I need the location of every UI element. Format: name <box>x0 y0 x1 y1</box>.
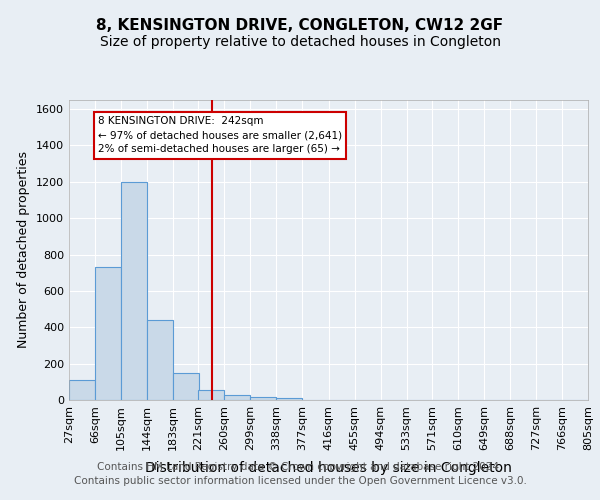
Bar <box>69 380 95 400</box>
Text: Size of property relative to detached houses in Congleton: Size of property relative to detached ho… <box>100 35 500 49</box>
Text: Contains HM Land Registry data © Crown copyright and database right 2024.: Contains HM Land Registry data © Crown c… <box>97 462 503 472</box>
Bar <box>224 394 250 400</box>
Bar <box>121 182 147 400</box>
X-axis label: Distribution of detached houses by size in Congleton: Distribution of detached houses by size … <box>145 461 512 475</box>
Bar <box>199 390 224 400</box>
Bar <box>277 398 302 400</box>
Text: 8, KENSINGTON DRIVE, CONGLETON, CW12 2GF: 8, KENSINGTON DRIVE, CONGLETON, CW12 2GF <box>97 18 503 32</box>
Bar <box>173 372 199 400</box>
Text: 8 KENSINGTON DRIVE:  242sqm
← 97% of detached houses are smaller (2,641)
2% of s: 8 KENSINGTON DRIVE: 242sqm ← 97% of deta… <box>98 116 342 154</box>
Bar <box>95 268 121 400</box>
Bar <box>147 320 173 400</box>
Text: Contains public sector information licensed under the Open Government Licence v3: Contains public sector information licen… <box>74 476 526 486</box>
Y-axis label: Number of detached properties: Number of detached properties <box>17 152 31 348</box>
Bar <box>250 398 277 400</box>
